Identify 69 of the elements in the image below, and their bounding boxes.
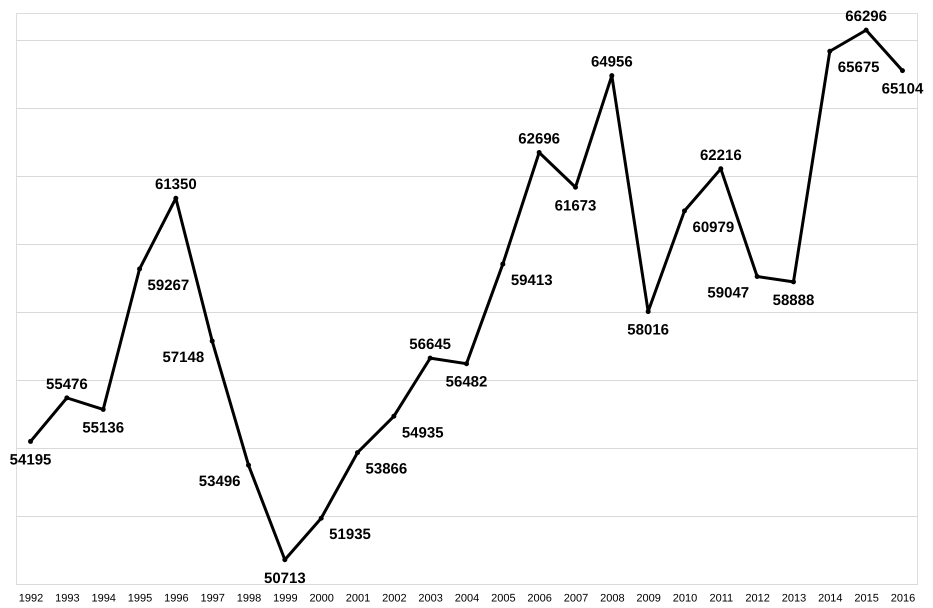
point xyxy=(827,48,832,54)
point xyxy=(64,395,70,400)
x-tick-label: 2000 xyxy=(309,592,334,604)
point xyxy=(428,356,433,361)
x-tick-label: 2006 xyxy=(527,592,552,604)
x-tick-label: 1996 xyxy=(164,592,189,604)
x-tick-label: 1992 xyxy=(18,592,44,604)
point xyxy=(391,414,396,419)
data-label: 59047 xyxy=(707,284,750,302)
x-tick-label: 2013 xyxy=(782,592,806,604)
data-label: 55136 xyxy=(82,419,124,436)
x-tick-label: 2005 xyxy=(491,592,516,604)
x-tick-label: 2016 xyxy=(890,592,916,604)
x-tick-label: 1995 xyxy=(128,592,152,604)
point xyxy=(210,338,215,344)
data-label: 55476 xyxy=(46,376,88,393)
data-label: 65675 xyxy=(838,59,880,76)
x-tick-label: 2004 xyxy=(454,592,480,604)
x-tick-label: 2007 xyxy=(564,592,588,604)
data-label: 59413 xyxy=(510,272,553,290)
point xyxy=(790,279,796,284)
point xyxy=(864,28,869,33)
x-tick-label: 1999 xyxy=(273,592,298,604)
point xyxy=(137,266,142,272)
data-label: 53866 xyxy=(366,460,408,478)
data-label: 57148 xyxy=(162,349,204,366)
data-label: 56482 xyxy=(446,374,488,391)
x-tick-label: 2015 xyxy=(854,592,879,604)
x-tick-label: 2010 xyxy=(672,592,698,604)
data-label: 62696 xyxy=(518,130,560,148)
data-label: 51935 xyxy=(329,526,371,544)
data-label: 56645 xyxy=(409,336,452,354)
point xyxy=(318,516,324,521)
point xyxy=(754,274,760,280)
point xyxy=(464,361,469,366)
data-label: 66296 xyxy=(845,8,887,26)
x-tick-label: 2003 xyxy=(418,592,443,604)
point xyxy=(355,450,360,456)
data-label: 53496 xyxy=(198,473,241,490)
data-label: 58016 xyxy=(627,322,670,339)
data-label: 54195 xyxy=(10,451,52,468)
data-label: 64956 xyxy=(590,54,633,71)
data-label: 58888 xyxy=(772,292,814,309)
data-label: 60979 xyxy=(692,218,734,236)
data-label: 61673 xyxy=(554,197,596,214)
data-label: 50713 xyxy=(264,570,306,587)
x-tick-label: 2014 xyxy=(818,592,843,604)
point xyxy=(500,262,506,267)
x-tick-label: 1994 xyxy=(91,592,116,604)
point xyxy=(246,462,252,468)
x-tick-label: 1993 xyxy=(55,592,80,604)
data-label: 54935 xyxy=(402,424,444,442)
x-tick-label: 1997 xyxy=(200,592,225,604)
x-tick-label: 2002 xyxy=(382,592,407,604)
point xyxy=(100,406,106,412)
x-tick-label: 2012 xyxy=(745,592,770,604)
x-tick-label: 1998 xyxy=(236,592,262,604)
point xyxy=(28,438,34,444)
data-label: 61350 xyxy=(154,176,197,194)
data-label: 62216 xyxy=(700,146,742,164)
x-tick-label: 2008 xyxy=(600,592,625,604)
point xyxy=(646,309,651,314)
x-tick-label: 2009 xyxy=(636,592,661,604)
x-tick-label: 2001 xyxy=(346,592,370,604)
data-label: 65104 xyxy=(882,80,924,98)
point xyxy=(682,208,687,214)
point xyxy=(900,68,905,74)
x-tick-label: 2011 xyxy=(709,592,734,604)
data-label: 59267 xyxy=(148,277,190,294)
